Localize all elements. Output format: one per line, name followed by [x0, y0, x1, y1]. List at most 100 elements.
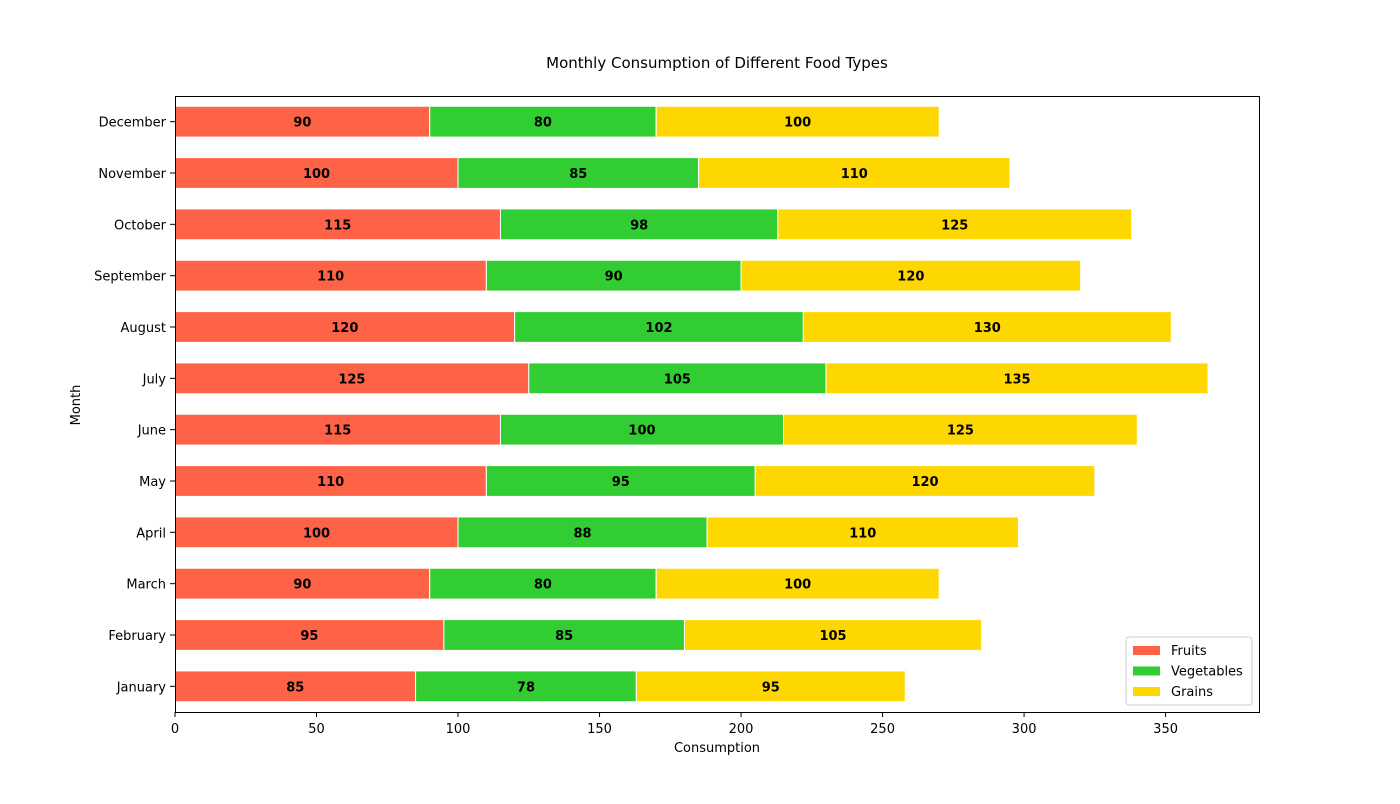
- bar-grains-august: [802, 311, 1172, 343]
- plot-frame: [175, 96, 1260, 713]
- bar-value-label: 88: [574, 526, 592, 541]
- y-tick-label: March: [126, 578, 166, 593]
- y-tick-label: August: [121, 321, 167, 336]
- bar-vegetables-august: [514, 311, 804, 343]
- bar-value-label: 110: [317, 475, 344, 490]
- bar-value-label: 125: [941, 218, 968, 233]
- bar-grains-february: [683, 619, 983, 651]
- bar-value-label: 95: [300, 629, 318, 644]
- bar-value-label: 95: [762, 680, 780, 695]
- bar-vegetables-january: [415, 670, 637, 703]
- y-tick-label: December: [99, 116, 167, 131]
- x-axis: 0 50 100 150 200 250 300 350: [171, 712, 1178, 737]
- y-tick-label: June: [137, 424, 166, 439]
- bars-layer: [174, 105, 1209, 703]
- bar-value-label: 100: [784, 116, 811, 131]
- legend-label-fruits: Fruits: [1171, 644, 1207, 659]
- bar-grains-november: [698, 157, 1011, 189]
- bar-grains-march: [655, 567, 940, 600]
- bar-vegetables-may: [485, 465, 756, 497]
- y-tick-label: February: [108, 629, 166, 644]
- y-tick-label: September: [94, 270, 167, 285]
- chart-title: Monthly Consumption of Different Food Ty…: [546, 54, 888, 72]
- y-tick-label: April: [136, 526, 166, 541]
- x-axis-label: Consumption: [674, 741, 760, 756]
- bar-vegetables-july: [528, 362, 827, 395]
- x-tick-label: 50: [308, 722, 325, 737]
- legend-swatch-vegetables: [1133, 666, 1160, 676]
- y-tick-label: July: [142, 372, 167, 387]
- bar-fruits-march: [174, 567, 431, 600]
- bar-value-label: 110: [317, 270, 344, 285]
- bar-value-label: 125: [947, 424, 974, 439]
- y-axis-label: Month: [69, 385, 84, 426]
- bar-fruits-january: [174, 670, 417, 703]
- bar-value-label: 98: [630, 218, 648, 233]
- bar-fruits-april: [174, 516, 459, 549]
- x-tick-label: 350: [1153, 722, 1178, 737]
- bar-value-label: 100: [784, 578, 811, 593]
- bar-vegetables-june: [499, 413, 785, 446]
- bar-value-label: 90: [293, 578, 311, 593]
- legend-swatch-fruits: [1133, 646, 1160, 655]
- bar-value-label: 115: [324, 218, 351, 233]
- bar-value-label: 90: [605, 270, 623, 285]
- y-tick-label: May: [139, 475, 166, 490]
- bar-value-label: 105: [664, 372, 691, 387]
- bar-grains-december: [655, 105, 940, 138]
- bar-value-label: 85: [555, 629, 573, 644]
- x-tick-label: 200: [729, 722, 754, 737]
- y-axis: January February March April May June July Augu…: [94, 116, 175, 695]
- bar-value-label: 102: [645, 321, 672, 336]
- bar-grains-september: [740, 259, 1082, 292]
- bar-grains-october: [777, 208, 1133, 241]
- bar-value-label: 90: [293, 116, 311, 131]
- bar-vegetables-march: [429, 567, 657, 600]
- bar-fruits-december: [174, 105, 431, 138]
- bar-grains-january: [635, 670, 906, 703]
- legend: Fruits Vegetables Grains: [1125, 636, 1253, 706]
- bar-value-label: 100: [303, 167, 330, 182]
- bar-fruits-november: [174, 157, 459, 189]
- y-tick-label: October: [114, 218, 167, 233]
- y-tick-label: January: [116, 680, 167, 695]
- legend-swatch-grains: [1133, 687, 1160, 696]
- bar-value-label: 135: [1003, 372, 1030, 387]
- bar-grains-july: [825, 362, 1209, 395]
- bar-value-label: 120: [331, 321, 358, 336]
- bar-value-label: 80: [534, 116, 552, 131]
- bar-value-label: 125: [338, 372, 365, 387]
- bar-fruits-july: [174, 362, 530, 395]
- bar-value-label: 130: [974, 321, 1001, 336]
- bar-value-label: 85: [286, 680, 304, 695]
- bar-fruits-august: [174, 311, 516, 343]
- bar-value-labels: 85 78 95 95 85 105 90 80 100 100 88 110 110 95 120 115 1…: [286, 116, 1030, 696]
- x-tick-label: 0: [171, 722, 179, 737]
- bar-value-label: 105: [819, 629, 846, 644]
- bar-vegetables-october: [499, 208, 779, 241]
- bar-fruits-may: [174, 465, 487, 497]
- bar-value-label: 95: [612, 475, 630, 490]
- bar-grains-june: [783, 413, 1138, 446]
- legend-label-vegetables: Vegetables: [1171, 665, 1243, 680]
- bar-value-label: 110: [849, 526, 876, 541]
- bar-value-label: 115: [324, 424, 351, 439]
- bar-value-label: 100: [628, 424, 655, 439]
- x-tick-label: 250: [870, 722, 895, 737]
- bar-value-label: 100: [303, 526, 330, 541]
- bar-fruits-september: [174, 259, 487, 292]
- x-tick-label: 150: [587, 722, 612, 737]
- y-tick-label: November: [98, 167, 166, 182]
- x-tick-label: 300: [1012, 722, 1037, 737]
- x-tick-label: 100: [446, 722, 471, 737]
- bar-vegetables-february: [443, 619, 685, 651]
- bar-value-label: 78: [517, 680, 535, 695]
- bar-vegetables-december: [429, 105, 657, 138]
- bar-grains-may: [754, 465, 1096, 497]
- bar-value-label: 120: [897, 270, 924, 285]
- bar-grains-april: [706, 516, 1019, 549]
- bar-fruits-october: [174, 208, 501, 241]
- legend-label-grains: Grains: [1171, 685, 1213, 700]
